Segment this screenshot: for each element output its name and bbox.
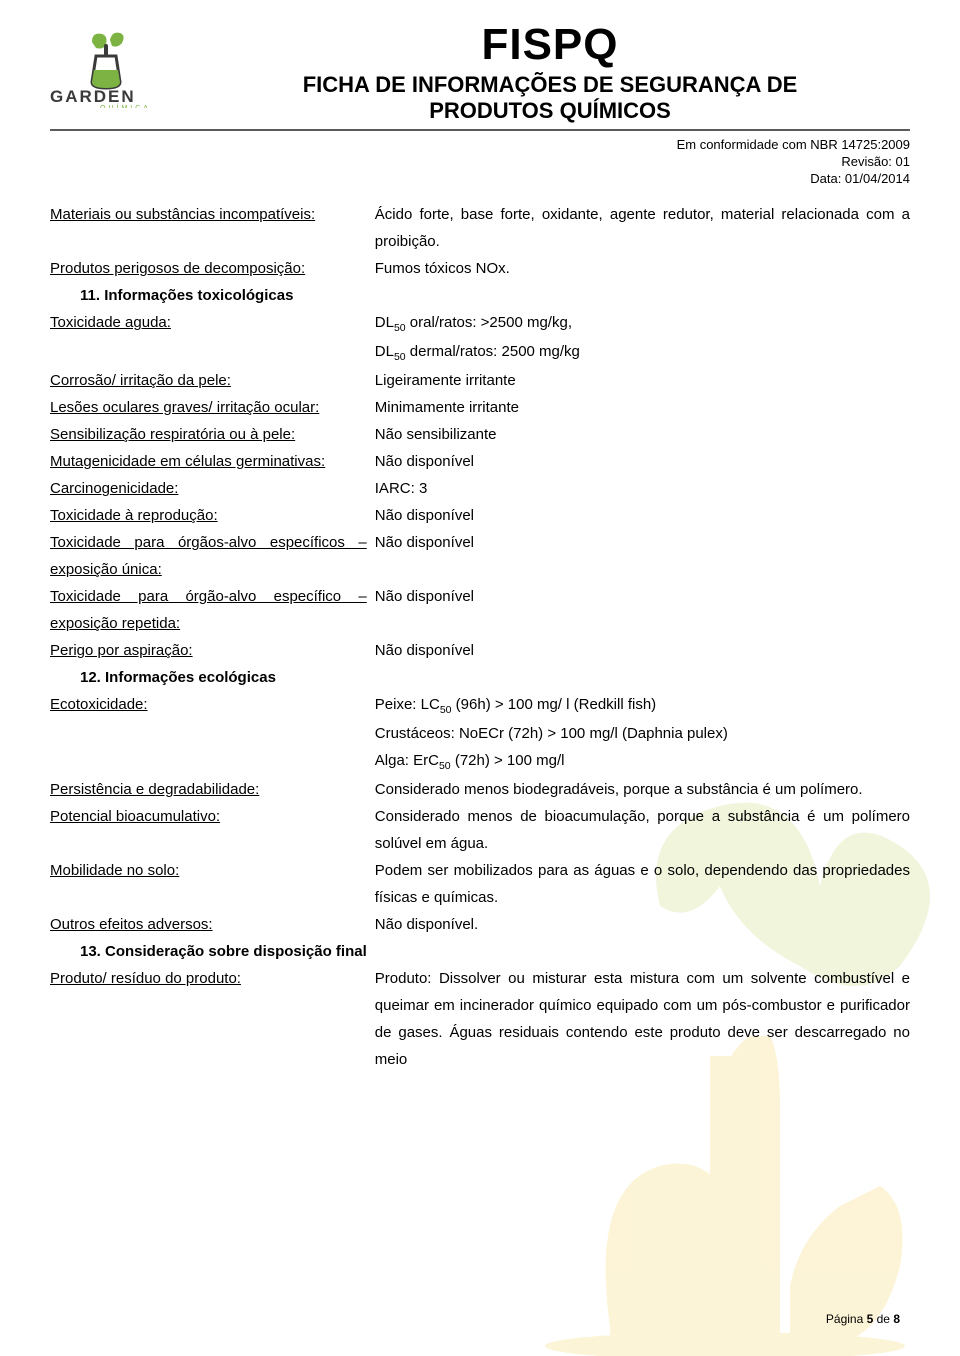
section-13-heading: 13. Consideração sobre disposição final [50, 938, 367, 965]
label-mobility: Mobilidade no solo: [50, 857, 375, 911]
document-header: GARDEN QUÍMICA FISPQ FICHA DE INFORMAÇÕE… [50, 20, 910, 125]
section-12-heading-cell: 12. Informações ecológicas [50, 664, 375, 691]
section-11-heading: 11. Informações toxicológicas [50, 282, 367, 309]
label-eye: Lesões oculares graves/ irritação ocular… [50, 394, 375, 421]
value-repro: Não disponível [375, 502, 910, 529]
label-incompat: Materiais ou substâncias incompatíveis: [50, 201, 375, 255]
page-footer: Página 5 de 8 [826, 1312, 900, 1326]
label-stot-repeat: Toxicidade para órgão-alvo específico – … [50, 583, 375, 637]
label-carc: Carcinogenicidade: [50, 475, 375, 502]
value-skin: Ligeiramente irritante [375, 367, 910, 394]
value-eco-crust: Crustáceos: NoECr (72h) > 100 mg/l (Daph… [375, 720, 910, 747]
value-carc: IARC: 3 [375, 475, 910, 502]
value-eco-fish: Peixe: LC50 (96h) > 100 mg/ l (Redkill f… [375, 691, 910, 720]
label-sens: Sensibilização respiratória ou à pele: [50, 421, 375, 448]
value-acute-dermal: DL50 dermal/ratos: 2500 mg/kg [375, 338, 910, 367]
body-table: Materiais ou substâncias incompatíveis: … [50, 201, 910, 1073]
page-subtitle-line2: PRODUTOS QUÍMICOS [190, 98, 910, 124]
section-13-heading-cell: 13. Consideração sobre disposição final [50, 938, 375, 965]
label-bioacc: Potencial bioacumulativo: [50, 803, 375, 857]
label-persist: Persistência e degradabilidade: [50, 776, 375, 803]
label-muta: Mutagenicidade em células germinativas: [50, 448, 375, 475]
value-acute-oral: DL50 oral/ratos: >2500 mg/kg, [375, 309, 910, 338]
label-acute: Toxicidade aguda: [50, 309, 375, 338]
label-asp: Perigo por aspiração: [50, 637, 375, 664]
value-eco-algae: Alga: ErC50 (72h) > 100 mg/l [375, 747, 910, 776]
value-prod-residue: Produto: Dissolver ou misturar esta mist… [375, 965, 910, 1073]
label-stot-single: Toxicidade para órgãos-alvo específicos … [50, 529, 375, 583]
header-rule [50, 129, 910, 131]
logo: GARDEN QUÍMICA [50, 20, 180, 113]
section-12-heading: 12. Informações ecológicas [50, 664, 367, 691]
label-decomp: Produtos perigosos de decomposição: [50, 255, 375, 282]
label-other-eff: Outros efeitos adversos: [50, 911, 375, 938]
value-stot-repeat: Não disponível [375, 583, 910, 637]
label-eco: Ecotoxicidade: [50, 691, 375, 720]
value-sens: Não sensibilizante [375, 421, 910, 448]
value-mobility: Podem ser mobilizados para as águas e o … [375, 857, 910, 911]
value-asp: Não disponível [375, 637, 910, 664]
conformity-date: Data: 01/04/2014 [50, 171, 910, 188]
conformity-revision: Revisão: 01 [50, 154, 910, 171]
value-muta: Não disponível [375, 448, 910, 475]
value-persist: Considerado menos biodegradáveis, porque… [375, 776, 910, 803]
value-stot-single: Não disponível [375, 529, 910, 583]
label-repro: Toxicidade à reprodução: [50, 502, 375, 529]
section-11-heading-cell: 11. Informações toxicológicas [50, 282, 375, 309]
conformity-standard: Em conformidade com NBR 14725:2009 [50, 137, 910, 154]
value-bioacc: Considerado menos de bioacumulação, porq… [375, 803, 910, 857]
svg-text:GARDEN: GARDEN [50, 87, 136, 106]
page-title: FISPQ [190, 20, 910, 70]
value-eye: Minimamente irritante [375, 394, 910, 421]
value-incompat: Ácido forte, base forte, oxidante, agent… [375, 201, 910, 255]
label-prod-residue: Produto/ resíduo do produto: [50, 965, 375, 1073]
value-other-eff: Não disponível. [375, 911, 910, 938]
page-subtitle-line1: FICHA DE INFORMAÇÕES DE SEGURANÇA DE [190, 72, 910, 98]
label-skin: Corrosão/ irritação da pele: [50, 367, 375, 394]
value-decomp: Fumos tóxicos NOx. [375, 255, 910, 282]
conformity-block: Em conformidade com NBR 14725:2009 Revis… [50, 137, 910, 188]
